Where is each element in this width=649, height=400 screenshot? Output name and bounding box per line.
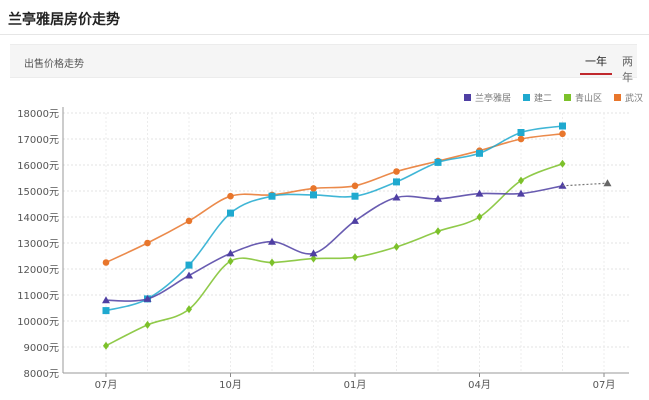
legend-label: 青山区 [574,94,602,104]
data-point-series-3 [393,242,400,251]
data-point-series-2 [476,149,483,157]
data-point-series-3 [310,254,317,263]
data-point-series-2 [268,192,276,200]
legend-label: 建二 [533,94,552,104]
data-point-series-3 [352,253,358,262]
legend-item-series-1[interactable]: 兰亭雅居 [463,91,511,104]
series-line-3 [105,162,563,347]
data-point-series-4 [393,168,400,175]
y-tick-label: 8000元 [24,369,59,380]
data-point-series-2 [434,158,442,166]
data-point-series-3 [476,213,483,221]
title-divider [0,34,649,35]
data-point-series-1 [185,271,193,279]
data-point-series-3 [186,305,192,314]
legend-item-series-3[interactable]: 青山区 [563,91,602,104]
data-point-series-2 [393,178,400,186]
data-point-series-1 [268,237,276,245]
data-point-series-4 [144,239,151,247]
y-tick-label: 15000元 [17,187,59,198]
data-point-series-1 [309,249,318,257]
chart-section-label: 出售价格走势 [24,59,84,70]
y-tick-label: 18000元 [17,109,59,120]
x-tick-label: 10月 [219,379,242,391]
data-point-series-1 [475,189,484,197]
legend-swatch [522,94,530,101]
data-point-series-2 [559,122,566,130]
projection-point [603,179,612,187]
legend-swatch [463,94,471,101]
data-point-series-4 [185,217,193,225]
data-point-series-1 [434,194,442,202]
data-point-series-1 [517,189,525,197]
y-tick-label: 14000元 [17,213,59,224]
legend-item-series-2[interactable]: 建二 [522,91,552,104]
data-point-series-3 [144,320,151,329]
tab-two-years[interactable]: 两年 [622,55,633,84]
y-tick-label: 16000元 [17,161,59,172]
data-point-series-2 [310,191,317,199]
data-point-series-3 [269,258,275,267]
data-point-series-2 [351,192,359,200]
tab-one-year[interactable]: 一年 [580,55,612,75]
chart-legend: 兰亭雅居 建二 青山区 武汉 [463,91,643,104]
data-point-series-4 [310,185,317,192]
series-line-2 [105,125,563,312]
y-tick-label: 12000元 [17,265,59,276]
data-point-series-3 [435,227,441,236]
y-tick-label: 9000元 [24,343,59,354]
y-tick-label: 13000元 [17,239,59,250]
legend-label: 武汉 [624,94,643,104]
y-tick-label: 17000元 [17,135,59,146]
y-tick-label: 11000元 [17,291,59,302]
data-point-series-3 [103,341,109,350]
legend-swatch [563,94,571,101]
x-tick-label: 04月 [468,379,491,391]
projection-line [562,182,608,187]
x-tick-label: 07月 [95,379,118,391]
data-point-series-4 [227,192,234,200]
data-point-series-2 [102,307,110,315]
chart-tab-bar: 出售价格走势 一年 两年 [10,44,637,84]
series-line-1 [105,185,563,302]
data-point-series-3 [518,176,524,185]
data-point-series-1 [351,216,359,224]
data-point-series-3 [559,159,566,168]
data-point-series-4 [351,182,359,190]
legend-label: 兰亭雅居 [474,94,511,104]
data-point-series-4 [559,130,566,138]
data-point-series-1 [392,193,401,201]
x-tick-label: 07月 [593,379,616,391]
x-tick-label: 01月 [344,379,367,391]
data-point-series-2 [517,129,525,136]
data-point-series-1 [102,296,110,304]
page-title: 兰亭雅居房价走势 [8,12,120,28]
y-tick-label: 10000元 [17,317,59,328]
legend-swatch [613,94,621,101]
series-line-4 [105,133,563,264]
legend-item-series-4[interactable]: 武汉 [613,91,643,104]
data-point-series-4 [517,135,525,143]
data-point-series-1 [143,294,152,302]
data-point-series-1 [226,249,235,257]
data-point-series-2 [185,261,193,269]
data-point-series-4 [102,259,110,266]
data-point-series-2 [227,209,234,217]
data-point-series-3 [227,257,234,266]
